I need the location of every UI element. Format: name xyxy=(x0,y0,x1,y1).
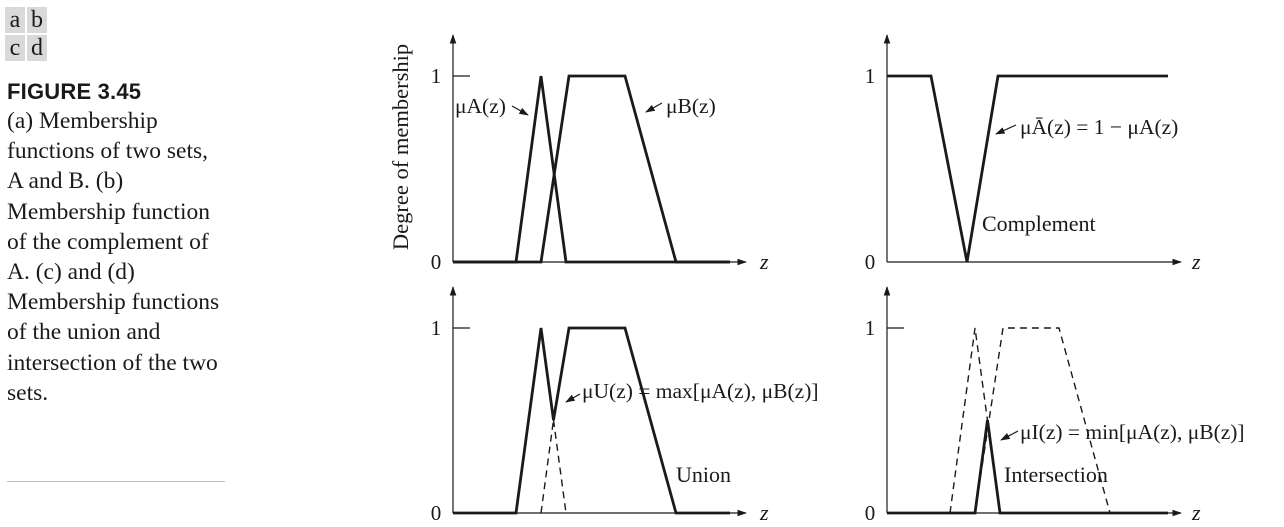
complement-name: Complement xyxy=(982,211,1096,236)
tick-one: 1 xyxy=(865,316,876,340)
pointer-arrow-a xyxy=(511,105,529,116)
tick-zero: 0 xyxy=(431,250,442,274)
pointer-arrow-b xyxy=(645,102,663,113)
pointer-arrow xyxy=(1000,430,1019,441)
pointer-arrow xyxy=(995,124,1017,135)
tick-zero: 0 xyxy=(865,501,876,525)
membership-curve-b xyxy=(453,74,730,264)
panel-key: a b c d xyxy=(5,7,47,61)
panel-d: 1 0 z μI(z) = min[μA(z), μB(z)] Intersec… xyxy=(865,286,1245,525)
panel-key-a: a xyxy=(5,7,25,33)
tick-zero: 0 xyxy=(865,250,876,274)
tick-one: 1 xyxy=(865,64,876,88)
intersection-name: Intersection xyxy=(1004,462,1108,487)
x-axis-label: z xyxy=(1191,500,1201,525)
dashed-curve-a xyxy=(949,327,1001,514)
intersection-curve xyxy=(887,419,1168,515)
label-mu-complement: μĀ(z) = 1 − μA(z) xyxy=(1020,115,1178,139)
complement-curve xyxy=(887,74,1168,263)
dashed-curve-b xyxy=(974,327,1111,514)
label-mu-a: μA(z) xyxy=(455,94,506,118)
dashed-curve-a xyxy=(540,419,555,514)
x-axis-label: z xyxy=(759,249,769,274)
x-axis-label: z xyxy=(759,500,769,525)
y-axis-title: Degree of membership xyxy=(388,44,413,250)
panel-a: 1 0 z μA(z) μB(z) xyxy=(431,34,769,274)
tick-zero: 0 xyxy=(431,501,442,525)
tick-one: 1 xyxy=(431,316,442,340)
label-mu-intersection: μI(z) = min[μA(z), μB(z)] xyxy=(1020,420,1245,444)
figure-caption: (a) Membership functions of two sets, A … xyxy=(7,108,220,406)
panel-key-b: b xyxy=(27,7,47,33)
dashed-curve-b xyxy=(552,419,567,514)
figure-label: FIGURE 3.45 xyxy=(7,79,142,104)
panel-key-c: c xyxy=(5,35,25,61)
label-mu-union: μU(z) = max[μA(z), μB(z)] xyxy=(582,379,819,403)
label-mu-b: μB(z) xyxy=(666,94,716,118)
pointer-arrow xyxy=(565,393,581,403)
union-name: Union xyxy=(676,462,731,487)
tick-one: 1 xyxy=(431,64,442,88)
caption-divider xyxy=(7,481,225,482)
panel-b: 1 0 z μĀ(z) = 1 − μA(z) Complement xyxy=(865,34,1201,274)
union-curve xyxy=(453,326,730,515)
panel-c: 1 0 z μU(z) = max[μA(z), μB(z)] Union xyxy=(431,286,819,525)
panel-key-d: d xyxy=(27,35,47,61)
x-axis-label: z xyxy=(1191,249,1201,274)
